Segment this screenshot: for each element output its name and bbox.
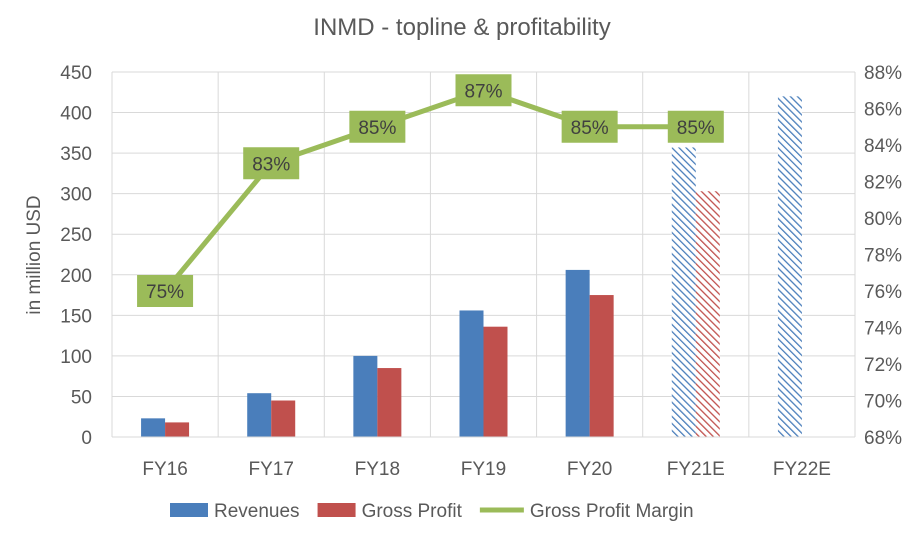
x-tick-label: FY21E bbox=[667, 459, 725, 480]
right-tick-label: 84% bbox=[864, 136, 902, 157]
margin-data-label: 87% bbox=[455, 74, 512, 107]
margin-data-label: 85% bbox=[561, 110, 618, 143]
revenues-bar bbox=[777, 96, 802, 437]
left-tick-label: 0 bbox=[81, 428, 92, 449]
left-tick-label: 300 bbox=[60, 185, 92, 206]
data-label-box bbox=[455, 74, 512, 107]
right-tick-label: 70% bbox=[864, 392, 902, 413]
category-labels: FY16 FY17 FY18 FY19 FY20 FY21E FY22E bbox=[142, 459, 831, 480]
legend-item: Gross Profit bbox=[317, 501, 463, 522]
revenues-bar bbox=[353, 355, 378, 437]
gross-profit-bar bbox=[483, 326, 508, 437]
data-label-box bbox=[137, 275, 194, 307]
data-label-text: 85% bbox=[571, 118, 609, 139]
gross-profit-bar bbox=[589, 295, 614, 437]
data-label-box bbox=[561, 110, 618, 143]
right-tick-label: 78% bbox=[864, 246, 902, 267]
y-axis-label: in million USD bbox=[24, 195, 45, 314]
margin-data-label: 75% bbox=[137, 275, 194, 307]
x-tick-label: FY19 bbox=[461, 459, 506, 480]
legend-item: Gross Profit Margin bbox=[479, 501, 694, 522]
x-tick-label: FY22E bbox=[773, 459, 831, 480]
legend-swatch bbox=[170, 503, 208, 517]
right-axis-ticks: 68% 70% 72% 74% 76% 78% 80% 82% 84% 86% 88% bbox=[864, 63, 902, 449]
legend-label: Gross Profit bbox=[362, 501, 463, 522]
gross-profit-bar bbox=[695, 191, 720, 437]
data-label-box bbox=[667, 110, 724, 143]
data-label-text: 87% bbox=[464, 81, 502, 102]
gross-profit-bar bbox=[165, 422, 190, 437]
x-tick-label: FY17 bbox=[249, 459, 294, 480]
gross-profit-bar bbox=[271, 400, 296, 437]
right-tick-label: 80% bbox=[864, 209, 902, 230]
bar-series bbox=[141, 96, 802, 437]
chart-title: INMD - topline & profitability bbox=[313, 14, 610, 41]
legend-label: Gross Profit Margin bbox=[530, 501, 694, 522]
legend-swatch bbox=[317, 503, 356, 517]
right-tick-label: 88% bbox=[864, 63, 902, 84]
data-label-text: 75% bbox=[146, 282, 184, 303]
gridlines bbox=[111, 71, 856, 438]
right-tick-label: 72% bbox=[864, 355, 902, 376]
left-tick-label: 100 bbox=[60, 347, 92, 368]
revenues-bar bbox=[459, 310, 484, 437]
data-label-text: 85% bbox=[677, 118, 715, 139]
left-tick-label: 450 bbox=[60, 63, 92, 84]
x-tick-label: FY20 bbox=[567, 459, 612, 480]
legend-item: Revenues bbox=[170, 501, 300, 522]
right-tick-label: 76% bbox=[864, 282, 902, 303]
data-label-box bbox=[243, 147, 300, 180]
margin-line-series: 75% 83% 85% 87% 85% 85% bbox=[137, 74, 724, 307]
left-tick-label: 50 bbox=[71, 387, 92, 408]
left-tick-label: 400 bbox=[60, 104, 92, 125]
margin-data-label: 85% bbox=[667, 110, 724, 143]
right-tick-label: 82% bbox=[864, 173, 902, 194]
data-label-text: 83% bbox=[252, 154, 290, 175]
gross-profit-bar bbox=[377, 368, 402, 437]
left-tick-label: 150 bbox=[60, 306, 92, 327]
margin-data-label: 85% bbox=[349, 110, 406, 143]
right-tick-label: 68% bbox=[864, 428, 902, 449]
data-label-box bbox=[349, 110, 406, 143]
left-axis-ticks: 0 50 100 150 200 250 300 350 400 450 bbox=[60, 63, 92, 449]
right-tick-label: 74% bbox=[864, 319, 902, 340]
revenues-bar bbox=[247, 393, 272, 437]
margin-data-label: 83% bbox=[243, 147, 300, 180]
left-tick-label: 350 bbox=[60, 144, 92, 165]
revenues-bar bbox=[565, 269, 590, 437]
x-tick-label: FY16 bbox=[142, 459, 187, 480]
right-tick-label: 86% bbox=[864, 100, 902, 121]
left-tick-label: 250 bbox=[60, 225, 92, 246]
legend: Revenues Gross Profit Gross Profit Margin bbox=[170, 501, 694, 522]
left-tick-label: 200 bbox=[60, 266, 92, 287]
revenues-bar bbox=[671, 147, 696, 437]
data-label-text: 85% bbox=[358, 118, 396, 139]
revenues-bar bbox=[141, 418, 166, 437]
legend-label: Revenues bbox=[214, 501, 300, 522]
x-tick-label: FY18 bbox=[355, 459, 400, 480]
